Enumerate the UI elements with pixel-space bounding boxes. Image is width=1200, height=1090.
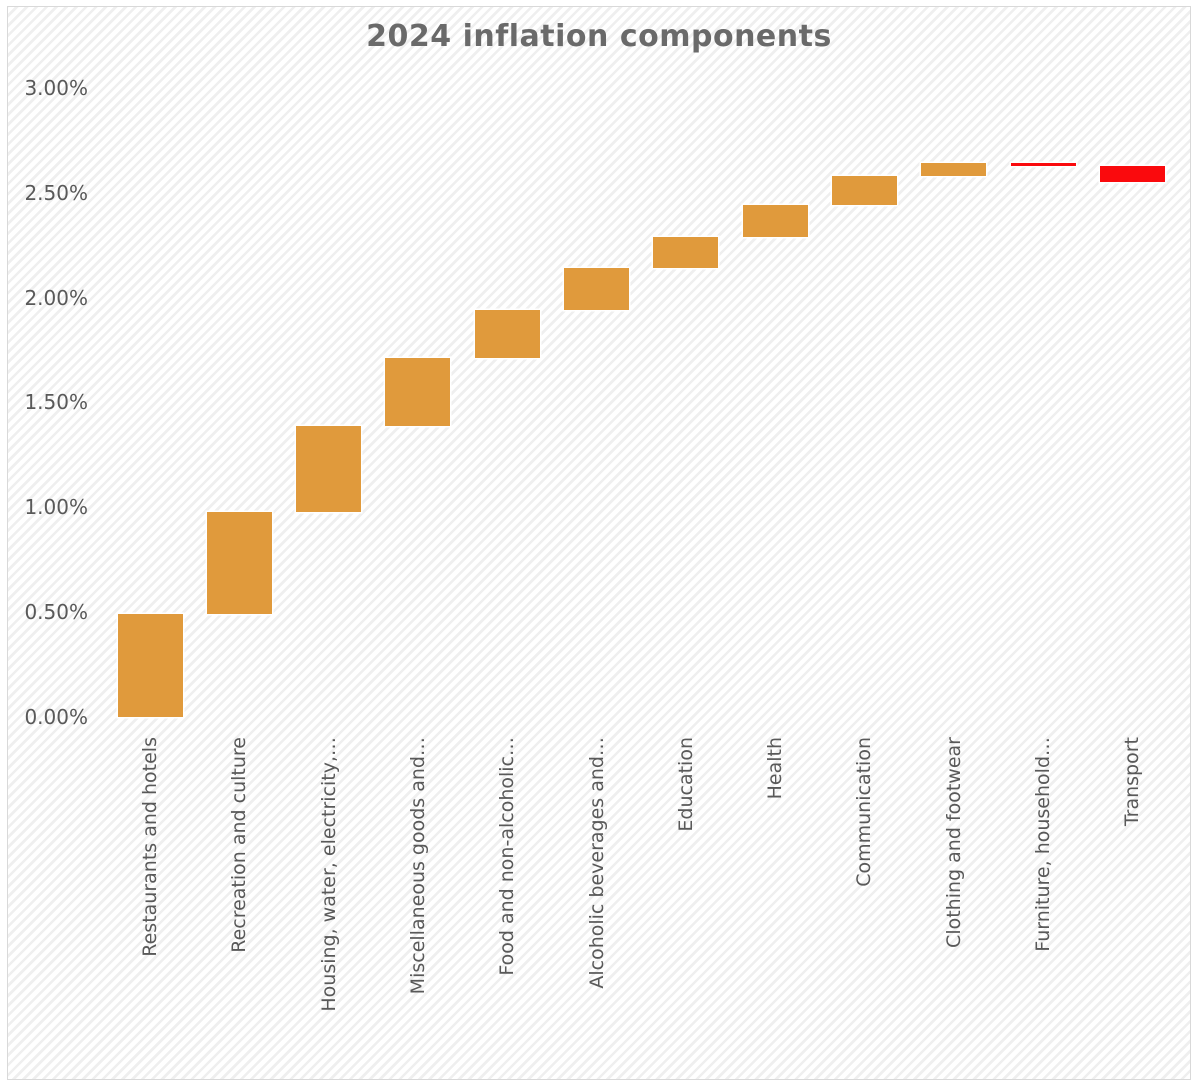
category-label: Food and non-alcoholic… — [496, 737, 519, 976]
waterfall-bar — [742, 205, 808, 237]
y-tick-label: 0.50% — [24, 600, 88, 625]
category-label: Transport — [1121, 737, 1144, 827]
waterfall-bar — [831, 176, 897, 206]
y-tick-label: 2.00% — [24, 285, 88, 310]
category-label: Education — [674, 737, 697, 832]
waterfall-bar — [206, 511, 272, 615]
category-label: Alcoholic beverages and… — [585, 737, 608, 989]
category-label: Furniture, household… — [1032, 737, 1054, 952]
waterfall-bar — [385, 358, 451, 426]
y-tick-label: 0.00% — [24, 705, 88, 729]
waterfall-bar — [921, 163, 987, 177]
waterfall-bar — [1010, 163, 1076, 166]
waterfall-bar — [117, 614, 183, 717]
waterfall-bar — [296, 425, 362, 512]
category-label: Housing, water, electricity,… — [317, 737, 340, 1012]
category-label: Miscellaneous goods and… — [406, 737, 429, 995]
category-label: Health — [764, 737, 787, 800]
y-tick-label: 1.50% — [24, 390, 88, 415]
waterfall-bar — [1099, 165, 1165, 183]
category-label: Clothing and footwear — [942, 737, 965, 948]
waterfall-bar — [474, 310, 540, 359]
chart-title: 2024 inflation components — [366, 19, 832, 54]
y-tick-label: 1.00% — [24, 495, 88, 520]
y-tick-label: 3.00% — [24, 75, 88, 100]
category-label: Restaurants and hotels — [139, 737, 161, 957]
y-tick-label: 2.50% — [24, 180, 88, 205]
category-label: Communication — [853, 737, 876, 887]
chart-frame: 2024 inflation components 0.00% 0.50% 1.00… — [7, 6, 1191, 1080]
category-label: Recreation and culture — [228, 737, 251, 953]
waterfall-bar — [653, 236, 719, 269]
waterfall-bar — [564, 268, 629, 311]
